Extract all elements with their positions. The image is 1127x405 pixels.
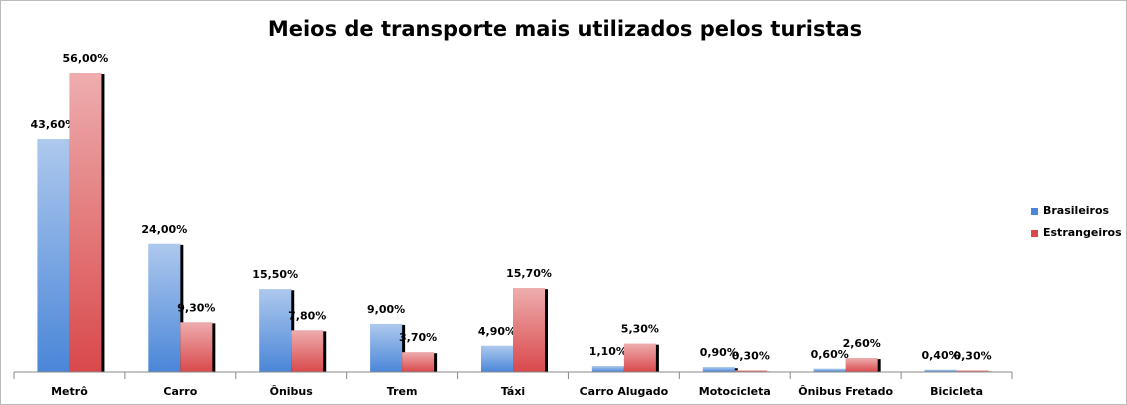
bar-shine — [148, 243, 181, 372]
data-label: 0,40% — [921, 349, 959, 362]
bar-shine — [370, 323, 403, 372]
data-label: 9,00% — [367, 303, 405, 316]
bar-shine — [813, 368, 846, 372]
bar-shine — [591, 366, 624, 372]
bar-shine — [402, 352, 435, 372]
chart-title: Meios de transporte mais utilizados pelo… — [268, 17, 862, 41]
x-tick-label: Bicicleta — [930, 385, 983, 398]
data-label: 0,90% — [700, 346, 738, 359]
bar-shine — [845, 358, 878, 372]
x-tick-label: Carro Alugado — [580, 385, 669, 398]
x-tick-label: Motocicleta — [699, 385, 771, 398]
data-label: 3,70% — [399, 331, 437, 344]
bar-shine — [481, 345, 513, 372]
data-label: 0,30% — [953, 349, 991, 362]
x-tick-label: Trem — [387, 385, 418, 398]
bar-shine — [924, 369, 957, 372]
data-label: 9,30% — [177, 301, 215, 314]
data-label: 2,60% — [843, 337, 881, 350]
data-label: 4,90% — [478, 325, 516, 338]
bar-shine — [259, 289, 292, 372]
data-label: 5,30% — [621, 323, 659, 336]
bar-shine — [180, 322, 213, 372]
bar-shine — [956, 370, 989, 372]
legend-swatch — [1031, 230, 1038, 237]
bar-shine — [69, 73, 102, 372]
bar-shine — [37, 139, 70, 372]
data-label: 24,00% — [141, 223, 187, 236]
data-label: 15,50% — [252, 268, 298, 281]
bar-shine — [734, 370, 767, 372]
data-label: 43,60% — [31, 118, 77, 131]
x-tick-label: Carro — [163, 385, 197, 398]
bar-shine — [702, 367, 735, 372]
x-tick-label: Táxi — [501, 385, 525, 398]
bar-shine — [513, 288, 545, 372]
data-label: 56,00% — [63, 52, 109, 65]
data-label: 15,70% — [506, 267, 552, 280]
legend-swatch — [1031, 208, 1038, 215]
legend-label: Estrangeiros — [1043, 226, 1122, 239]
data-label: 0,60% — [811, 348, 849, 361]
data-label: 0,30% — [732, 349, 770, 362]
bar-shine — [291, 330, 324, 372]
bar-shine — [623, 343, 656, 372]
x-tick-label: Ônibus Fretado — [798, 385, 893, 398]
data-label: 1,10% — [589, 345, 627, 358]
legend-label: Brasileiros — [1043, 204, 1110, 217]
x-tick-label: Ônibus — [270, 385, 314, 398]
x-tick-label: Metrô — [51, 385, 88, 398]
data-label: 7,80% — [288, 309, 326, 322]
